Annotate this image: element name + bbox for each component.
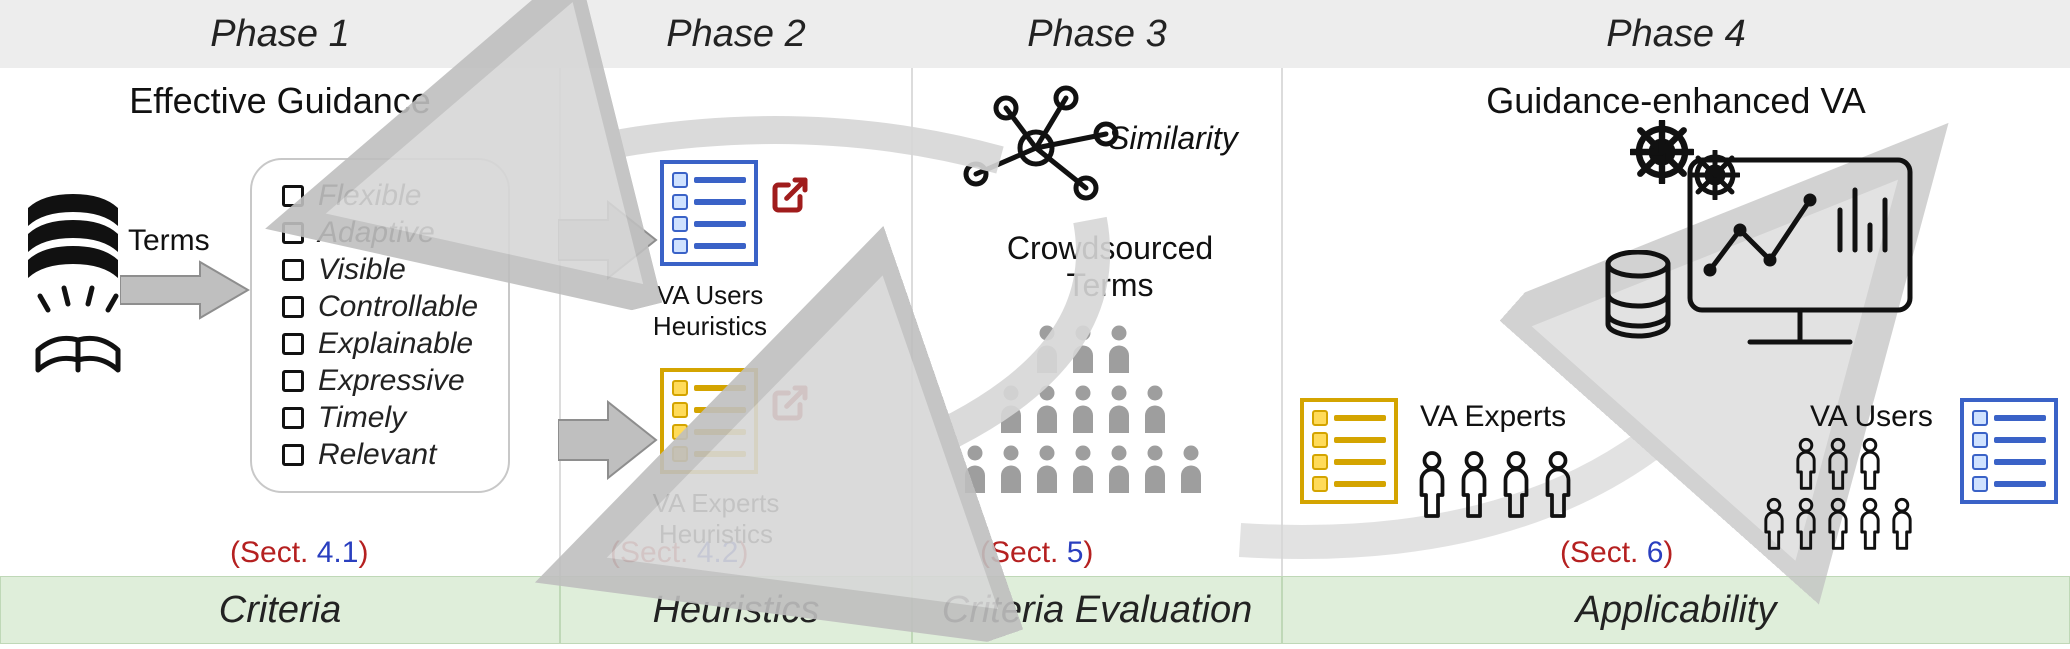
footer-row: CriteriaHeuristicsCriteria EvaluationApp… bbox=[0, 576, 2070, 644]
checkbox-icon bbox=[282, 407, 304, 429]
phase-header-4: Phase 4 bbox=[1282, 0, 2070, 68]
checkbox-icon bbox=[282, 444, 304, 466]
phase-footer-4: Applicability bbox=[1282, 576, 2070, 644]
column-separator bbox=[911, 68, 913, 576]
phase-footer-1: Criteria bbox=[0, 576, 560, 644]
section-ref-3: (Sect. 5) bbox=[980, 536, 1093, 570]
phase-subtitle-4: Guidance-enhanced VA bbox=[1282, 80, 2070, 122]
criteria-label: Controllable bbox=[318, 290, 478, 324]
criteria-label: Timely bbox=[318, 401, 406, 435]
criteria-item: Timely bbox=[282, 401, 478, 435]
terms-arrow bbox=[120, 260, 250, 325]
checkbox-icon bbox=[282, 259, 304, 281]
gear-icon bbox=[1690, 150, 1740, 205]
checkbox-icon bbox=[282, 296, 304, 318]
users-label: VA Users bbox=[1810, 400, 1933, 434]
arrow-icon bbox=[558, 400, 658, 485]
phase-footer-3: Criteria Evaluation bbox=[912, 576, 1282, 644]
header-row: Phase 1Phase 2Phase 3Phase 4 bbox=[0, 0, 2070, 68]
column-separator bbox=[559, 68, 561, 576]
experts-checklist-icon bbox=[1300, 398, 1398, 504]
experts-label: VA Experts bbox=[1420, 400, 1566, 434]
phase-header-2: Phase 2 bbox=[560, 0, 912, 68]
arrow-icon bbox=[558, 200, 658, 285]
crowdsourced-label: Crowdsourced Terms bbox=[990, 230, 1230, 304]
external-link-icon[interactable] bbox=[770, 175, 810, 225]
criteria-item: Adaptive bbox=[282, 216, 478, 250]
criteria-item: Explainable bbox=[282, 327, 478, 361]
criteria-label: Flexible bbox=[318, 179, 421, 213]
criteria-list: FlexibleAdaptiveVisibleControllableExpla… bbox=[250, 158, 510, 493]
users-checklist-icon bbox=[1960, 398, 2058, 504]
similarity-label: Similarity bbox=[1108, 120, 1238, 157]
phase-header-3: Phase 3 bbox=[912, 0, 1282, 68]
criteria-item: Expressive bbox=[282, 364, 478, 398]
phase-subtitle-1: Effective Guidance bbox=[0, 80, 560, 122]
experts-heuristics-caption: VA Experts Heuristics bbox=[616, 488, 816, 550]
checkbox-icon bbox=[282, 333, 304, 355]
criteria-label: Explainable bbox=[318, 327, 473, 361]
criteria-item: Flexible bbox=[282, 179, 478, 213]
criteria-label: Relevant bbox=[318, 438, 436, 472]
phase-footer-2: Heuristics bbox=[560, 576, 912, 644]
checkbox-icon bbox=[282, 370, 304, 392]
criteria-label: Expressive bbox=[318, 364, 465, 398]
criteria-item: Visible bbox=[282, 253, 478, 287]
similarity-graph-icon bbox=[946, 84, 1126, 209]
column-separator bbox=[1281, 68, 1283, 576]
criteria-item: Controllable bbox=[282, 290, 478, 324]
crowd-people-icon bbox=[960, 320, 1206, 496]
terms-label: Terms bbox=[128, 224, 210, 258]
section-ref-1: (Sect. 4.1) bbox=[230, 536, 368, 570]
criteria-label: Visible bbox=[318, 253, 406, 287]
criteria-item: Relevant bbox=[282, 438, 478, 472]
checkbox-icon bbox=[282, 185, 304, 207]
section-ref-4: (Sect. 6) bbox=[1560, 536, 1673, 570]
users-people-icon bbox=[1760, 436, 1916, 554]
users-heuristics-caption: VA Users Heuristics bbox=[620, 280, 800, 342]
experts-heuristics-checklist bbox=[660, 368, 758, 474]
criteria-label: Adaptive bbox=[318, 216, 435, 250]
users-heuristics-checklist bbox=[660, 160, 758, 266]
experts-people-icon bbox=[1414, 436, 1576, 536]
checkbox-icon bbox=[282, 222, 304, 244]
gear-icon bbox=[1630, 120, 1694, 189]
phase-header-1: Phase 1 bbox=[0, 0, 560, 68]
external-link-icon[interactable] bbox=[770, 383, 810, 433]
database-icon bbox=[1598, 250, 1678, 355]
